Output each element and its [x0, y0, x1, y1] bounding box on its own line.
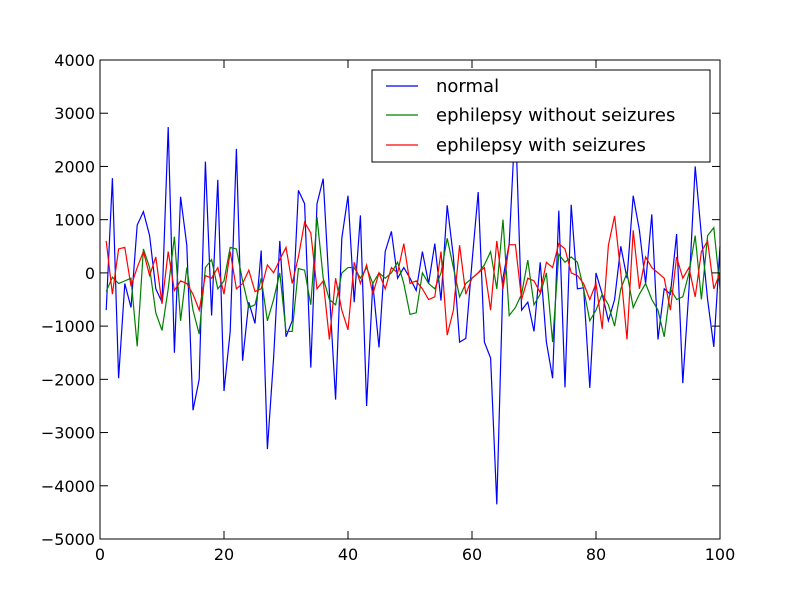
y-tick-label: 3000 — [54, 104, 95, 123]
legend-label-normal: normal — [436, 76, 499, 97]
y-tick-label: −3000 — [41, 424, 95, 443]
series-line-1 — [105, 118, 721, 505]
series-layer — [105, 118, 721, 505]
ticks-layer — [99, 59, 721, 540]
y-tick-label: 0 — [85, 264, 95, 283]
series-line-2 — [105, 216, 721, 347]
legend-label-with-seizures: ephilepsy with seizures — [436, 135, 646, 156]
y-tick-label: 4000 — [54, 51, 95, 70]
x-tick-label: 100 — [705, 545, 736, 564]
legend-box — [371, 69, 711, 163]
y-tick-label: −5000 — [41, 530, 95, 549]
y-tick-label: −4000 — [41, 477, 95, 496]
y-tick-label: −2000 — [41, 370, 95, 389]
x-tick-label: 0 — [95, 545, 105, 564]
y-tick-label: 1000 — [54, 211, 95, 230]
legend: normal ephilepsy without seizures ephile… — [371, 69, 711, 163]
x-tick-label: 60 — [462, 545, 482, 564]
legend-label-without-seizures: ephilepsy without seizures — [436, 105, 675, 126]
x-tick-label: 40 — [338, 545, 358, 564]
x-tick-label: 20 — [214, 545, 234, 564]
plot-frame — [99, 59, 721, 540]
y-tick-label: 2000 — [54, 157, 95, 176]
series-line-3 — [105, 215, 721, 340]
y-tick-labels: 4000 3000 2000 1000 0 −1000 −2000 −3000 … — [41, 51, 95, 549]
y-tick-label: −1000 — [41, 317, 95, 336]
x-tick-label: 80 — [586, 545, 606, 564]
x-tick-labels: 0 20 40 60 80 100 — [95, 545, 735, 564]
